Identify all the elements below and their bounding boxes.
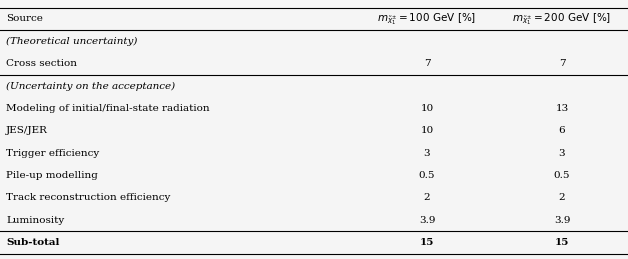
Text: 7: 7 [424, 59, 430, 68]
Text: Sub-total: Sub-total [6, 238, 60, 247]
Text: Track reconstruction efficiency: Track reconstruction efficiency [6, 193, 171, 202]
Text: $m_{\tilde{\chi}_1^{\pm}} = 100\ \mathrm{GeV}\ [\%]$: $m_{\tilde{\chi}_1^{\pm}} = 100\ \mathrm… [377, 11, 477, 27]
Text: 15: 15 [555, 238, 569, 247]
Text: Source: Source [6, 15, 43, 24]
Text: 2: 2 [559, 193, 565, 202]
Text: 0.5: 0.5 [419, 171, 435, 180]
Text: (Theoretical uncertainty): (Theoretical uncertainty) [6, 37, 138, 46]
Text: 7: 7 [559, 59, 565, 68]
Text: 3: 3 [559, 149, 565, 158]
Text: Cross section: Cross section [6, 59, 77, 68]
Text: 2: 2 [424, 193, 430, 202]
Text: Trigger efficiency: Trigger efficiency [6, 149, 99, 158]
Text: 6: 6 [559, 126, 565, 135]
Text: 3: 3 [424, 149, 430, 158]
Text: 10: 10 [420, 104, 434, 113]
Text: Pile-up modelling: Pile-up modelling [6, 171, 98, 180]
Text: $m_{\tilde{\chi}_1^{\pm}} = 200\ \mathrm{GeV}\ [\%]$: $m_{\tilde{\chi}_1^{\pm}} = 200\ \mathrm… [512, 11, 612, 27]
Text: 10: 10 [420, 126, 434, 135]
Text: Modeling of initial/final-state radiation: Modeling of initial/final-state radiatio… [6, 104, 210, 113]
Text: Luminosity: Luminosity [6, 216, 65, 225]
Text: 3.9: 3.9 [554, 216, 570, 225]
Text: JES/JER: JES/JER [6, 126, 48, 135]
Text: 15: 15 [420, 238, 434, 247]
Text: 3.9: 3.9 [419, 216, 435, 225]
Text: (Uncertainty on the acceptance): (Uncertainty on the acceptance) [6, 82, 175, 91]
Text: 13: 13 [555, 104, 569, 113]
Text: 0.5: 0.5 [554, 171, 570, 180]
